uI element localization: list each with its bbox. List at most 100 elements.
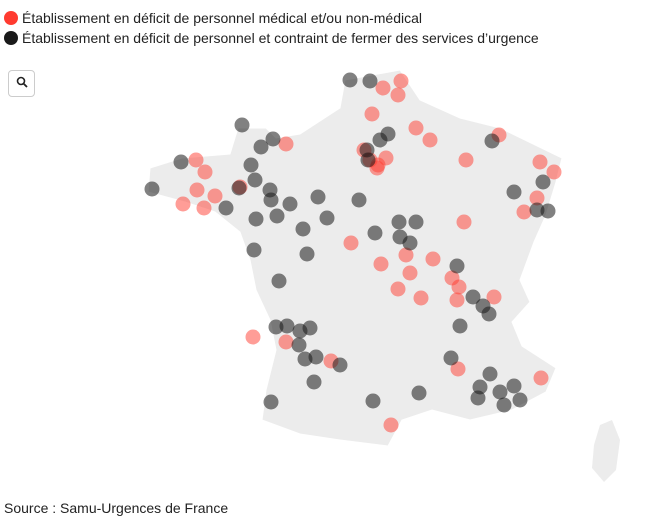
establishment-dot[interactable]: [308, 349, 324, 365]
establishment-dot[interactable]: [292, 323, 308, 339]
establishment-dot[interactable]: [291, 337, 307, 353]
establishment-dot[interactable]: [306, 374, 322, 390]
establishment-dot[interactable]: [450, 361, 466, 377]
search-icon: [16, 76, 28, 88]
establishment-dot[interactable]: [533, 370, 549, 386]
establishment-dot[interactable]: [243, 157, 259, 173]
legend-item: Établissement en déficit de personnel mé…: [4, 8, 539, 28]
establishment-dot[interactable]: [443, 350, 459, 366]
dots: [144, 72, 562, 433]
establishment-dot[interactable]: [535, 174, 551, 190]
establishment-dot[interactable]: [373, 256, 389, 272]
establishment-dot[interactable]: [390, 87, 406, 103]
establishment-dot[interactable]: [496, 397, 512, 413]
establishment-dot[interactable]: [375, 80, 391, 96]
establishment-dot[interactable]: [351, 192, 367, 208]
establishment-dot[interactable]: [263, 394, 279, 410]
establishment-dot[interactable]: [248, 211, 264, 227]
establishment-dot[interactable]: [278, 136, 294, 152]
establishment-dot[interactable]: [422, 132, 438, 148]
establishment-dot[interactable]: [332, 357, 348, 373]
establishment-dot[interactable]: [196, 200, 212, 216]
establishment-dot[interactable]: [279, 318, 295, 334]
establishment-dot[interactable]: [465, 289, 481, 305]
establishment-dot[interactable]: [367, 225, 383, 241]
establishment-dot[interactable]: [299, 246, 315, 262]
establishment-dot[interactable]: [268, 319, 284, 335]
establishment-dot[interactable]: [402, 265, 418, 281]
establishment-dot[interactable]: [282, 196, 298, 212]
legend: Établissement en déficit de personnel mé…: [4, 8, 539, 48]
establishment-dot[interactable]: [470, 390, 486, 406]
establishment-dot[interactable]: [529, 202, 545, 218]
establishment-dot[interactable]: [218, 200, 234, 216]
establishment-dot[interactable]: [506, 378, 522, 394]
establishment-dot[interactable]: [546, 164, 562, 180]
establishment-dot[interactable]: [481, 306, 497, 322]
establishment-dot[interactable]: [413, 290, 429, 306]
establishment-dot[interactable]: [380, 126, 396, 142]
establishment-dot[interactable]: [319, 210, 335, 226]
establishment-dot[interactable]: [506, 184, 522, 200]
establishment-dot[interactable]: [342, 72, 358, 88]
establishment-dot[interactable]: [532, 154, 548, 170]
establishment-dot[interactable]: [529, 190, 545, 206]
establishment-dot[interactable]: [175, 196, 191, 212]
establishment-dot[interactable]: [451, 279, 467, 295]
establishment-dot[interactable]: [516, 204, 532, 220]
establishment-dot[interactable]: [408, 214, 424, 230]
establishment-dot[interactable]: [343, 235, 359, 251]
establishment-dot[interactable]: [188, 152, 204, 168]
establishment-dot[interactable]: [310, 189, 326, 205]
establishment-dot[interactable]: [383, 417, 399, 433]
establishment-dot[interactable]: [364, 106, 380, 122]
establishment-dot[interactable]: [245, 329, 261, 345]
establishment-dot[interactable]: [207, 188, 223, 204]
establishment-dot[interactable]: [449, 292, 465, 308]
establishment-dot[interactable]: [391, 214, 407, 230]
establishment-dot[interactable]: [402, 235, 418, 251]
legend-label: Établissement en déficit de personnel mé…: [22, 10, 423, 26]
establishment-dot[interactable]: [425, 251, 441, 267]
establishment-dot[interactable]: [362, 73, 378, 89]
establishment-dot[interactable]: [456, 214, 472, 230]
establishment-dot[interactable]: [484, 133, 500, 149]
establishment-dot[interactable]: [398, 247, 414, 263]
establishment-dot[interactable]: [452, 318, 468, 334]
establishment-dot[interactable]: [265, 131, 281, 147]
establishment-dot[interactable]: [247, 172, 263, 188]
establishment-dot[interactable]: [359, 142, 375, 158]
establishment-dot[interactable]: [378, 150, 394, 166]
establishment-dot[interactable]: [540, 203, 556, 219]
legend-item: Établissement en déficit de personnel et…: [4, 28, 539, 48]
establishment-dot[interactable]: [231, 180, 247, 196]
establishment-dot[interactable]: [295, 221, 311, 237]
establishment-dot[interactable]: [278, 334, 294, 350]
establishment-dot[interactable]: [269, 208, 285, 224]
establishment-dot[interactable]: [390, 281, 406, 297]
establishment-dot[interactable]: [253, 139, 269, 155]
source: Source : Samu-Urgences de France: [4, 500, 229, 516]
establishment-dot[interactable]: [411, 385, 427, 401]
establishment-dot[interactable]: [246, 242, 262, 258]
establishment-dot[interactable]: [492, 384, 508, 400]
establishment-dot[interactable]: [486, 289, 502, 305]
establishment-dot[interactable]: [263, 192, 279, 208]
establishment-dot[interactable]: [408, 120, 424, 136]
establishment-dot[interactable]: [512, 392, 528, 408]
search-button[interactable]: [8, 70, 35, 97]
legend-swatch: [4, 31, 18, 45]
establishment-dot[interactable]: [458, 152, 474, 168]
establishment-dot[interactable]: [393, 73, 409, 89]
establishment-dot[interactable]: [365, 393, 381, 409]
establishment-dot[interactable]: [449, 258, 465, 274]
establishment-dot[interactable]: [482, 366, 498, 382]
establishment-dot[interactable]: [144, 181, 160, 197]
establishment-dot[interactable]: [173, 154, 189, 170]
establishment-dot[interactable]: [189, 182, 205, 198]
establishment-dot[interactable]: [271, 273, 287, 289]
establishment-dot[interactable]: [234, 117, 250, 133]
establishment-dot[interactable]: [197, 164, 213, 180]
